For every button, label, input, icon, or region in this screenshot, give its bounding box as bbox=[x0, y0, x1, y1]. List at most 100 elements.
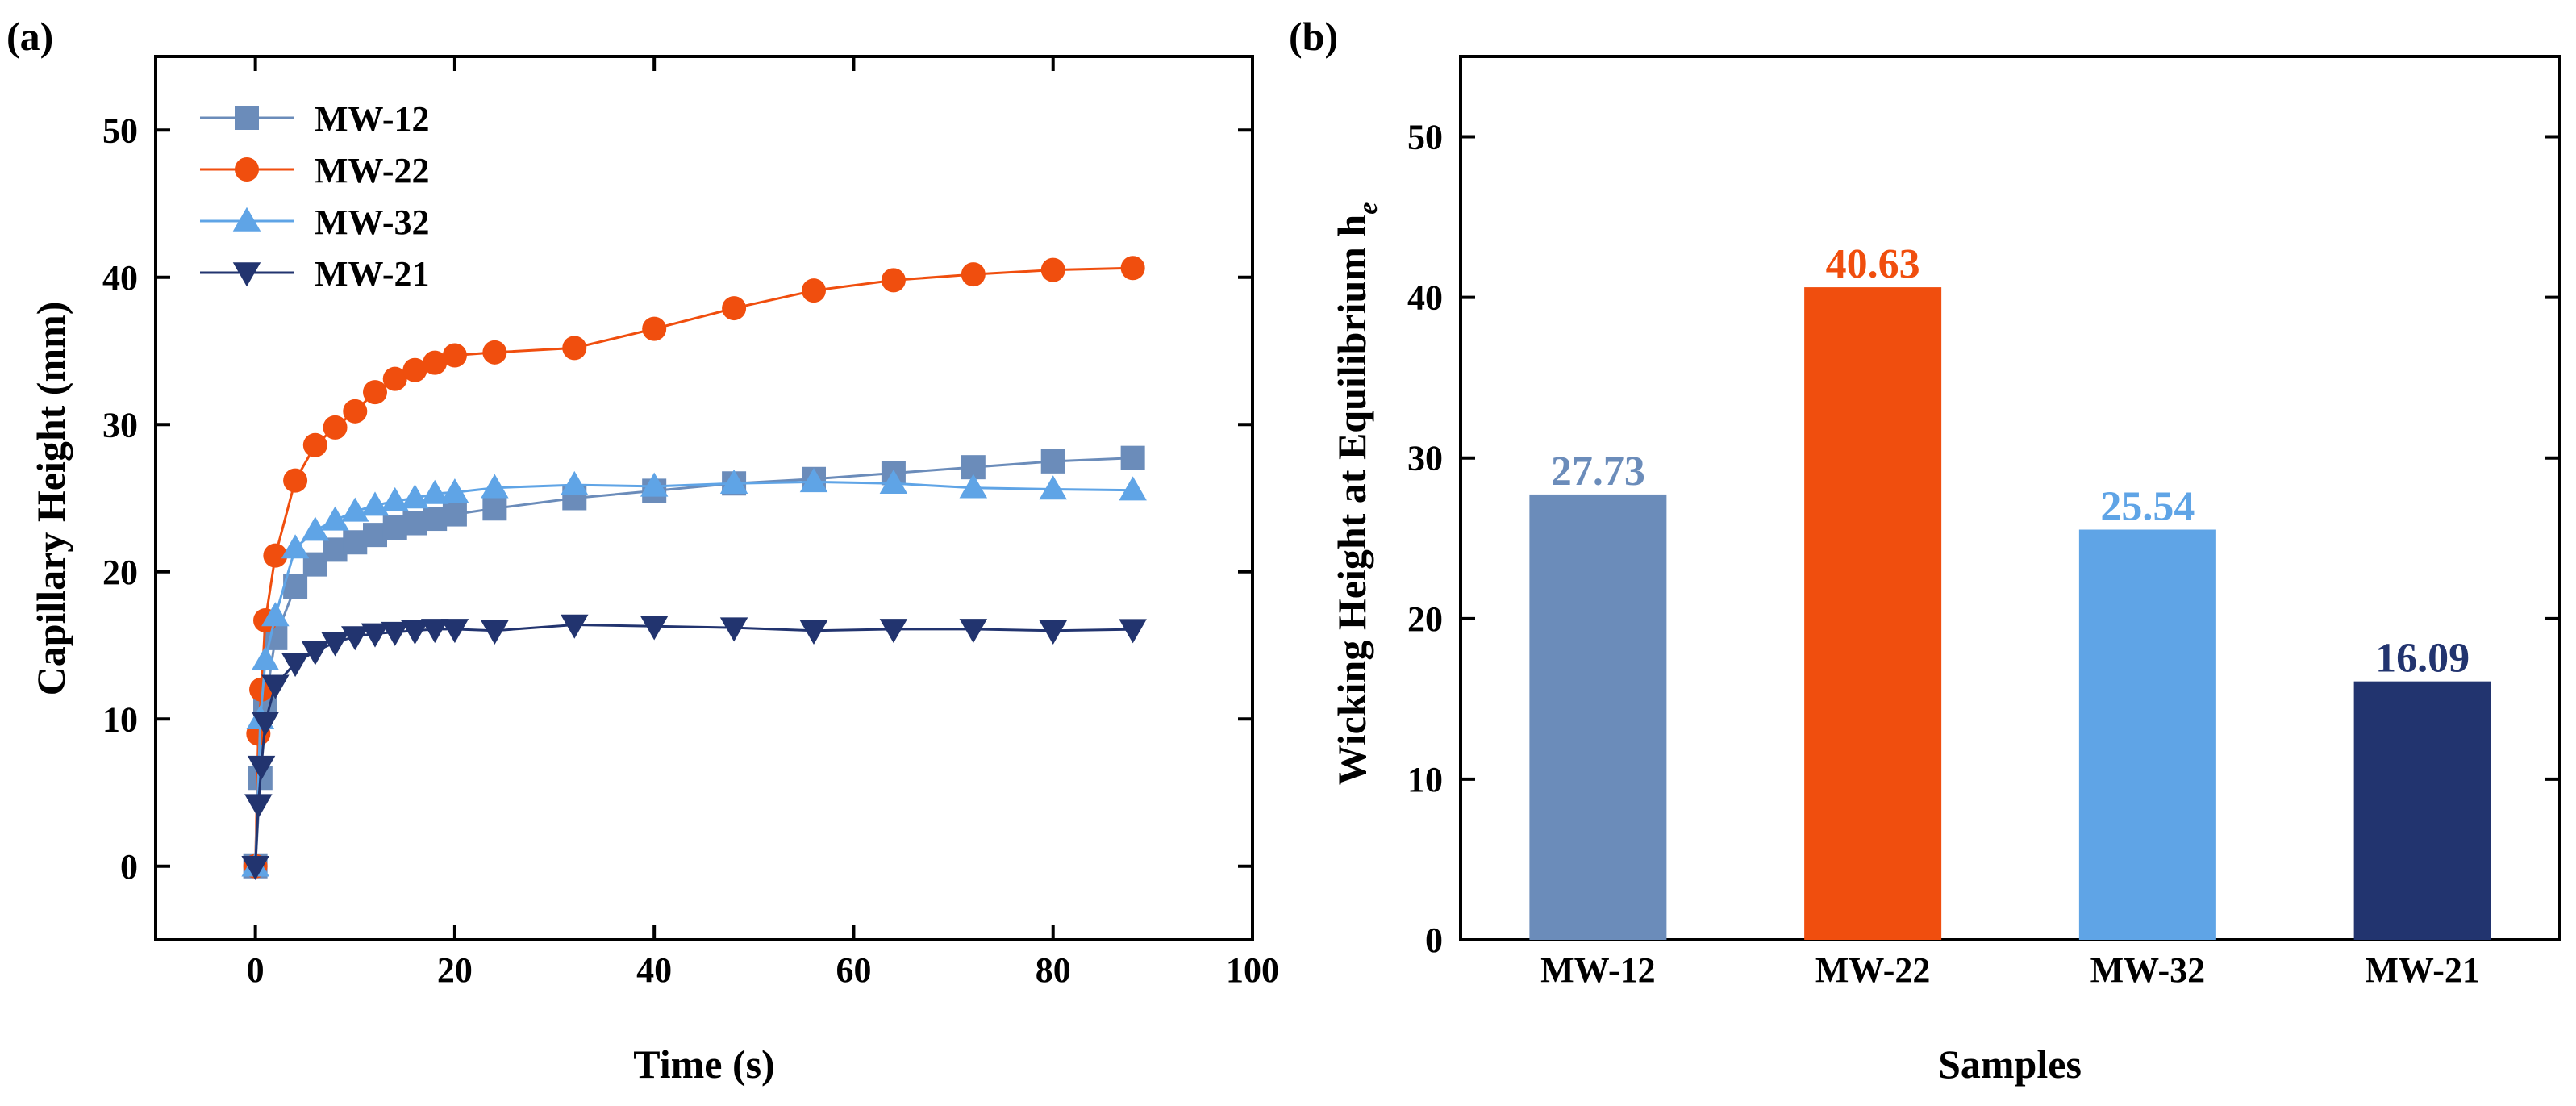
data-point-mw-22 bbox=[343, 399, 368, 424]
data-label-mw-12: 27.73 bbox=[1551, 449, 1645, 495]
legend-marker-mw-32 bbox=[232, 207, 261, 232]
data-point-mw-22 bbox=[802, 278, 826, 303]
panel-a-y-tick-label: 40 bbox=[102, 258, 138, 298]
data-point-mw-21 bbox=[561, 614, 589, 639]
panel-a-x-tick-label: 40 bbox=[636, 950, 672, 990]
data-point-mw-21 bbox=[321, 632, 349, 657]
data-point-mw-32 bbox=[261, 602, 290, 627]
legend-label-mw-22: MW-22 bbox=[315, 151, 430, 190]
data-point-mw-21 bbox=[281, 653, 310, 678]
data-point-mw-32 bbox=[361, 491, 390, 516]
data-point-mw-21 bbox=[301, 641, 330, 666]
panel-b-y-axis-label-main: Wicking Height at Equilibrium h bbox=[1329, 215, 1374, 786]
data-point-mw-22 bbox=[961, 262, 986, 287]
panel-b-label: (b) bbox=[1289, 14, 1338, 59]
data-point-mw-21 bbox=[420, 619, 449, 644]
data-point-mw-21 bbox=[361, 623, 390, 648]
data-point-mw-12 bbox=[1040, 449, 1065, 474]
legend-label-mw-12: MW-12 bbox=[315, 99, 430, 139]
data-point-mw-22 bbox=[283, 468, 308, 493]
data-point-mw-21 bbox=[261, 674, 290, 699]
data-point-mw-21 bbox=[247, 755, 276, 780]
data-point-mw-21 bbox=[1039, 620, 1067, 645]
panel-a-x-tick-label: 20 bbox=[437, 950, 473, 990]
panel-b-bars: 27.73 40.63 25.54 16.09 bbox=[1529, 241, 2491, 940]
data-point-mw-32 bbox=[401, 484, 429, 509]
data-point-mw-21 bbox=[244, 794, 273, 819]
panel-b-frame bbox=[1459, 55, 2561, 941]
data-point-mw-21 bbox=[440, 619, 469, 644]
panel-b-y-tick-label: 10 bbox=[1407, 760, 1443, 799]
panel-b-y-tick-label: 0 bbox=[1425, 920, 1443, 960]
panel-b-x-tick-label: MW-21 bbox=[2365, 950, 2480, 990]
panel-b-y-tick-label: 30 bbox=[1407, 439, 1443, 478]
data-point-mw-32 bbox=[281, 534, 310, 559]
data-point-mw-32 bbox=[561, 470, 589, 495]
data-point-mw-32 bbox=[481, 474, 509, 499]
data-point-mw-21 bbox=[799, 620, 828, 645]
data-point-mw-22 bbox=[263, 543, 288, 568]
data-point-mw-32 bbox=[1119, 476, 1147, 501]
data-point-mw-22 bbox=[642, 316, 667, 341]
legend-marker-mw-22 bbox=[235, 157, 259, 182]
data-point-mw-21 bbox=[640, 616, 669, 641]
data-point-mw-22 bbox=[382, 366, 407, 391]
panel-a-x-tick-label: 0 bbox=[247, 950, 265, 990]
data-point-mw-32 bbox=[959, 474, 988, 499]
data-point-mw-32 bbox=[799, 468, 828, 493]
panel-b-x-tick-label: MW-22 bbox=[1815, 950, 1931, 990]
data-point-mw-21 bbox=[251, 712, 280, 737]
data-point-mw-32 bbox=[251, 646, 280, 670]
data-point-mw-32 bbox=[420, 479, 449, 504]
panel-b-x-tick-label: MW-12 bbox=[1540, 950, 1656, 990]
series-mw-32 bbox=[241, 468, 1147, 877]
legend-label-mw-21: MW-21 bbox=[315, 254, 430, 294]
panel-a-y-tick-label: 30 bbox=[102, 405, 138, 444]
panel-a-y-tick-label: 10 bbox=[102, 699, 138, 739]
panel-a-x-tick-label: 80 bbox=[1036, 950, 1071, 990]
panel-b-y-axis-label-subscript: e bbox=[1353, 202, 1383, 215]
legend-label-mw-32: MW-32 bbox=[315, 202, 430, 242]
panel-a-x-tick-label: 60 bbox=[836, 950, 871, 990]
data-point-mw-21 bbox=[959, 619, 988, 644]
bar-mw-32 bbox=[2078, 529, 2216, 940]
data-point-mw-22 bbox=[442, 343, 467, 368]
data-point-mw-22 bbox=[423, 350, 448, 375]
data-point-mw-22 bbox=[363, 380, 387, 405]
data-label-mw-22: 40.63 bbox=[1826, 241, 1920, 287]
data-point-mw-32 bbox=[640, 472, 669, 497]
data-point-mw-32 bbox=[879, 470, 908, 494]
data-point-mw-12 bbox=[442, 502, 467, 527]
panel-a-x-axis-label: Time (s) bbox=[633, 1041, 774, 1087]
panel-b-bar-chart: (b) 0 10 20 30 40 50 MW-12 MW-22 MW-32 MW-21 27.7… bbox=[1289, 14, 2561, 1087]
panel-b-y-tick-label: 20 bbox=[1407, 599, 1443, 639]
panel-a-series bbox=[241, 256, 1147, 880]
data-point-mw-21 bbox=[1119, 619, 1147, 644]
data-point-mw-21 bbox=[719, 617, 748, 642]
data-point-mw-21 bbox=[879, 619, 908, 644]
data-point-mw-22 bbox=[323, 415, 348, 440]
data-point-mw-12 bbox=[482, 496, 507, 521]
data-point-mw-21 bbox=[401, 620, 429, 645]
data-point-mw-32 bbox=[301, 516, 330, 541]
data-point-mw-21 bbox=[241, 856, 269, 880]
data-point-mw-22 bbox=[402, 357, 427, 382]
legend-item-mw-32: MW-32 bbox=[200, 202, 430, 242]
legend-item-mw-21: MW-21 bbox=[200, 254, 430, 294]
panel-a-y-tick-label: 20 bbox=[102, 553, 138, 592]
data-point-mw-22 bbox=[722, 296, 747, 321]
data-point-mw-32 bbox=[719, 470, 748, 494]
legend-item-mw-22: MW-22 bbox=[200, 151, 430, 190]
legend-item-mw-12: MW-12 bbox=[200, 99, 430, 139]
legend-marker-mw-21 bbox=[232, 262, 261, 287]
data-point-mw-22 bbox=[302, 432, 327, 457]
data-point-mw-21 bbox=[481, 620, 509, 645]
panel-a-frame bbox=[154, 55, 1254, 941]
panel-a-label: (a) bbox=[6, 14, 53, 59]
bar-mw-12 bbox=[1529, 494, 1667, 940]
panel-a-legend: MW-12 MW-22 MW-32 MW-21 bbox=[200, 99, 430, 294]
bar-mw-22 bbox=[1804, 287, 1942, 940]
series-mw-21 bbox=[241, 614, 1147, 880]
